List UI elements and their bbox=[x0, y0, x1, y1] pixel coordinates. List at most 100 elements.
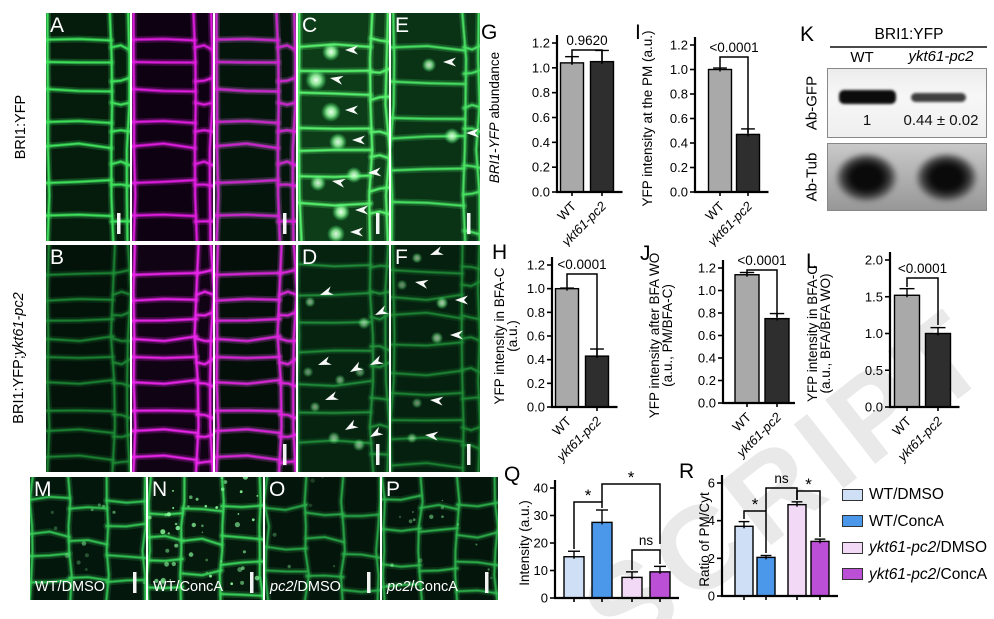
svg-text:YFP intensity in BFA-C: YFP intensity in BFA-C bbox=[492, 267, 507, 404]
micro-panel-caption-N: WT/ConcA bbox=[153, 580, 223, 595]
panel-letter-M: M bbox=[34, 478, 52, 501]
panel-letter-G: G bbox=[481, 21, 498, 44]
arrowhead-icon bbox=[430, 246, 444, 255]
legend-item: WT/DMSO bbox=[842, 487, 944, 503]
micro-panel-B-merge bbox=[215, 245, 296, 472]
svg-text:WT: WT bbox=[554, 198, 579, 223]
svg-text:0.2: 0.2 bbox=[532, 160, 550, 175]
panel-letter-H: H bbox=[492, 241, 508, 264]
scale-bar bbox=[376, 444, 380, 465]
svg-text:2.0: 2.0 bbox=[865, 253, 883, 268]
micro-panel-A-magenta bbox=[132, 13, 213, 241]
svg-text:0.2: 0.2 bbox=[670, 160, 688, 175]
svg-text:0.2: 0.2 bbox=[698, 373, 716, 388]
arrowhead-icon bbox=[415, 279, 429, 289]
svg-text:0.4: 0.4 bbox=[527, 352, 545, 367]
micro-panel-M bbox=[30, 477, 146, 600]
scale-bar bbox=[117, 213, 121, 234]
label-segment: /DMSO bbox=[293, 579, 341, 595]
svg-text:1.2: 1.2 bbox=[698, 261, 716, 276]
svg-text:Intensity (a.u.): Intensity (a.u.) bbox=[517, 500, 532, 586]
panel-letter-O: O bbox=[269, 478, 286, 501]
micro-panel-B bbox=[46, 245, 130, 472]
micro-panel-C bbox=[298, 13, 389, 241]
svg-text:ykt61-pc2: ykt61-pc2 bbox=[553, 413, 605, 465]
legend-swatch bbox=[842, 488, 863, 501]
scale-bar bbox=[467, 444, 471, 465]
arrowhead-icon bbox=[325, 391, 339, 400]
arrowhead-icon bbox=[345, 105, 358, 115]
svg-text:1.0: 1.0 bbox=[532, 60, 550, 75]
blot-label-ab-tub: Ab-Tub bbox=[803, 152, 821, 202]
svg-text:0.8: 0.8 bbox=[698, 306, 716, 321]
svg-text:ykt61-pc2: ykt61-pc2 bbox=[558, 198, 610, 247]
panel-letter-N: N bbox=[152, 478, 168, 501]
arrowhead-icon bbox=[370, 426, 384, 437]
arrowhead-icon bbox=[318, 356, 332, 365]
legend-swatch bbox=[842, 568, 863, 581]
svg-text:1.0: 1.0 bbox=[670, 62, 688, 77]
arrowhead-icon bbox=[450, 330, 463, 340]
svg-text:0.8: 0.8 bbox=[532, 85, 550, 100]
blot-lane-wt: WT bbox=[850, 49, 874, 66]
arrowhead-icon bbox=[430, 396, 444, 406]
legend-item: WT/ConcA bbox=[842, 512, 944, 530]
svg-text:0.0: 0.0 bbox=[527, 400, 545, 415]
panel-letter-P: P bbox=[386, 478, 401, 501]
micro-panel-D bbox=[298, 245, 389, 472]
svg-text:1.2: 1.2 bbox=[527, 258, 545, 273]
arrowhead-icon bbox=[330, 75, 344, 85]
micro-panel-N bbox=[148, 477, 263, 600]
label-segment: BRI1:YFP; bbox=[11, 355, 27, 424]
blot-lane-ykt61-pc2: ykt61-pc2 bbox=[908, 48, 974, 65]
panel-letter-Q: Q bbox=[504, 463, 521, 486]
arrowhead-icon bbox=[443, 57, 456, 67]
arrowhead-icon bbox=[345, 419, 359, 430]
svg-text:0.6: 0.6 bbox=[670, 111, 688, 126]
blot-ab-gfp: 1 0.44 ± 0.02 bbox=[827, 68, 987, 138]
svg-text:BRI1-YFP abundance: BRI1-YFP abundance bbox=[487, 52, 502, 183]
svg-text:0.4: 0.4 bbox=[698, 351, 716, 366]
svg-text:<0.0001: <0.0001 bbox=[898, 261, 947, 276]
panel-letter-F: F bbox=[395, 246, 408, 269]
label-segment: ykt61-pc2 bbox=[11, 292, 27, 356]
svg-text:0.0: 0.0 bbox=[670, 185, 688, 200]
svg-text:1.0: 1.0 bbox=[527, 281, 545, 296]
blot-tub-band-wt bbox=[833, 151, 900, 204]
svg-text:0.6: 0.6 bbox=[532, 110, 550, 125]
arrowhead-icon bbox=[320, 286, 334, 295]
panel-letter-I: I bbox=[635, 21, 641, 44]
arrowhead-icon bbox=[355, 205, 368, 215]
blot-header: BRI1:YFP bbox=[874, 26, 944, 43]
label-segment: WT/ConcA bbox=[869, 512, 944, 530]
scale-bar bbox=[283, 444, 287, 465]
arrowhead-icon bbox=[375, 305, 389, 315]
micro-panel-B-magenta bbox=[132, 245, 213, 472]
svg-text:40: 40 bbox=[534, 481, 548, 496]
arrowhead-icon bbox=[466, 128, 479, 138]
blot-ab-tub bbox=[827, 143, 987, 211]
micro-panel-A-merge bbox=[215, 13, 296, 241]
blot-label-ab-gfp: Ab-GFP bbox=[803, 75, 821, 131]
blot-value-wt: 1 bbox=[862, 112, 872, 129]
micro-panel-caption-O: pc2/DMSO bbox=[270, 580, 341, 595]
scale-bar bbox=[467, 213, 471, 234]
svg-text:10: 10 bbox=[534, 563, 548, 578]
micro-panel-caption-P: pc2/ConcA bbox=[387, 580, 458, 595]
svg-text:YFP intensity at the PM (a.u.): YFP intensity at the PM (a.u.) bbox=[640, 30, 655, 206]
micro-panel-A bbox=[46, 13, 130, 241]
label-segment: pc2 bbox=[270, 579, 294, 595]
svg-text:<0.0001: <0.0001 bbox=[709, 40, 758, 55]
svg-text:1.2: 1.2 bbox=[670, 38, 688, 53]
panel-letter-E: E bbox=[395, 14, 410, 37]
svg-text:*: * bbox=[628, 468, 635, 487]
label-segment: pc2 bbox=[387, 579, 411, 595]
label-segment: /DMSO bbox=[936, 539, 988, 556]
svg-text:1.0: 1.0 bbox=[698, 283, 716, 298]
svg-text:1.2: 1.2 bbox=[532, 36, 550, 51]
svg-text:(a.u., PM/BFA-C): (a.u., PM/BFA-C) bbox=[660, 284, 675, 387]
label-segment: ykt61-pc2 bbox=[869, 539, 937, 556]
label-segment: /ConcA bbox=[936, 565, 988, 583]
